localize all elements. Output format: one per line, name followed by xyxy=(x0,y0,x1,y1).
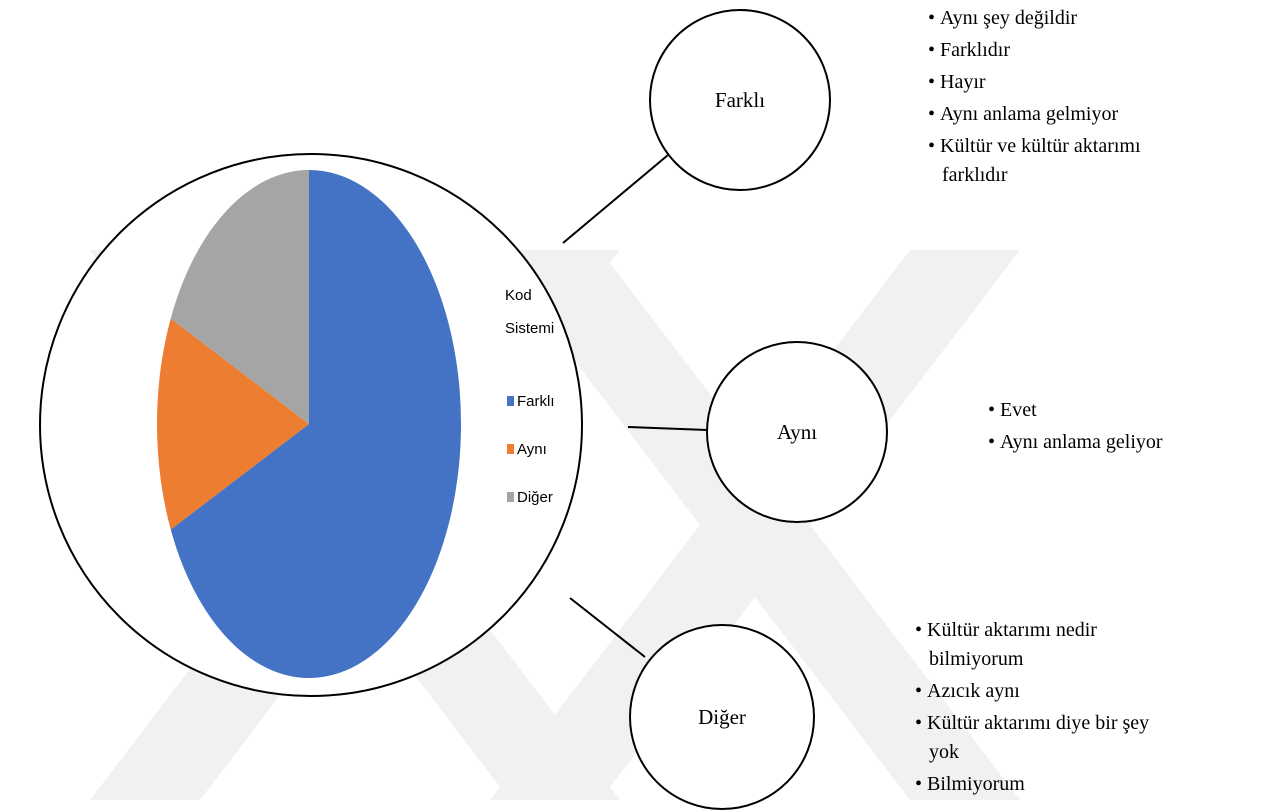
item: Evet xyxy=(988,396,1248,425)
item: Kültür aktarımı diye bir şey yok xyxy=(915,709,1165,767)
node-label: Diğer xyxy=(698,705,746,729)
pie-slice xyxy=(170,170,309,424)
node-label: Aynı xyxy=(777,420,817,444)
legend-title: Kod Sistemi xyxy=(505,287,554,337)
item: Kültür ve kültür aktarımı farklıdır xyxy=(928,132,1203,190)
connectors xyxy=(562,154,708,658)
item: Farklıdır xyxy=(928,36,1203,65)
item: Bilmiyorum xyxy=(915,770,1165,799)
legend-label: Diğer xyxy=(517,489,553,506)
legend-swatch xyxy=(507,444,514,454)
node-circle xyxy=(706,341,888,523)
item-list: Kültür aktarımı nedir bilmiyorum Azıcık a… xyxy=(915,616,1165,802)
item-list: Evet Aynı anlama geliyor xyxy=(988,396,1248,460)
nodes: Farklı Aynı Diğer xyxy=(629,9,888,810)
item: Aynı şey değildir xyxy=(928,4,1203,33)
item: Azıcık aynı xyxy=(915,677,1165,706)
item: Aynı anlama gelmiyor xyxy=(928,100,1203,129)
node-label: Farklı xyxy=(715,88,765,112)
legend-swatch xyxy=(507,396,514,406)
pie-slice xyxy=(170,170,461,678)
legend-swatch xyxy=(507,492,514,502)
item-list: Aynı şey değildir Farklıdır Hayır Aynı anla… xyxy=(928,4,1203,193)
node-circle xyxy=(649,9,831,191)
item: Kültür aktarımı nedir bilmiyorum xyxy=(915,616,1165,674)
pie: Kod Sistemi Farklı Aynı Diğer xyxy=(156,170,555,678)
item: Aynı anlama geliyor xyxy=(988,428,1248,457)
legend-label: Farklı xyxy=(517,393,555,410)
pie-slice xyxy=(156,318,309,530)
item: Hayır xyxy=(928,68,1203,97)
legend-label: Aynı xyxy=(517,441,547,458)
node-circle xyxy=(629,624,815,810)
